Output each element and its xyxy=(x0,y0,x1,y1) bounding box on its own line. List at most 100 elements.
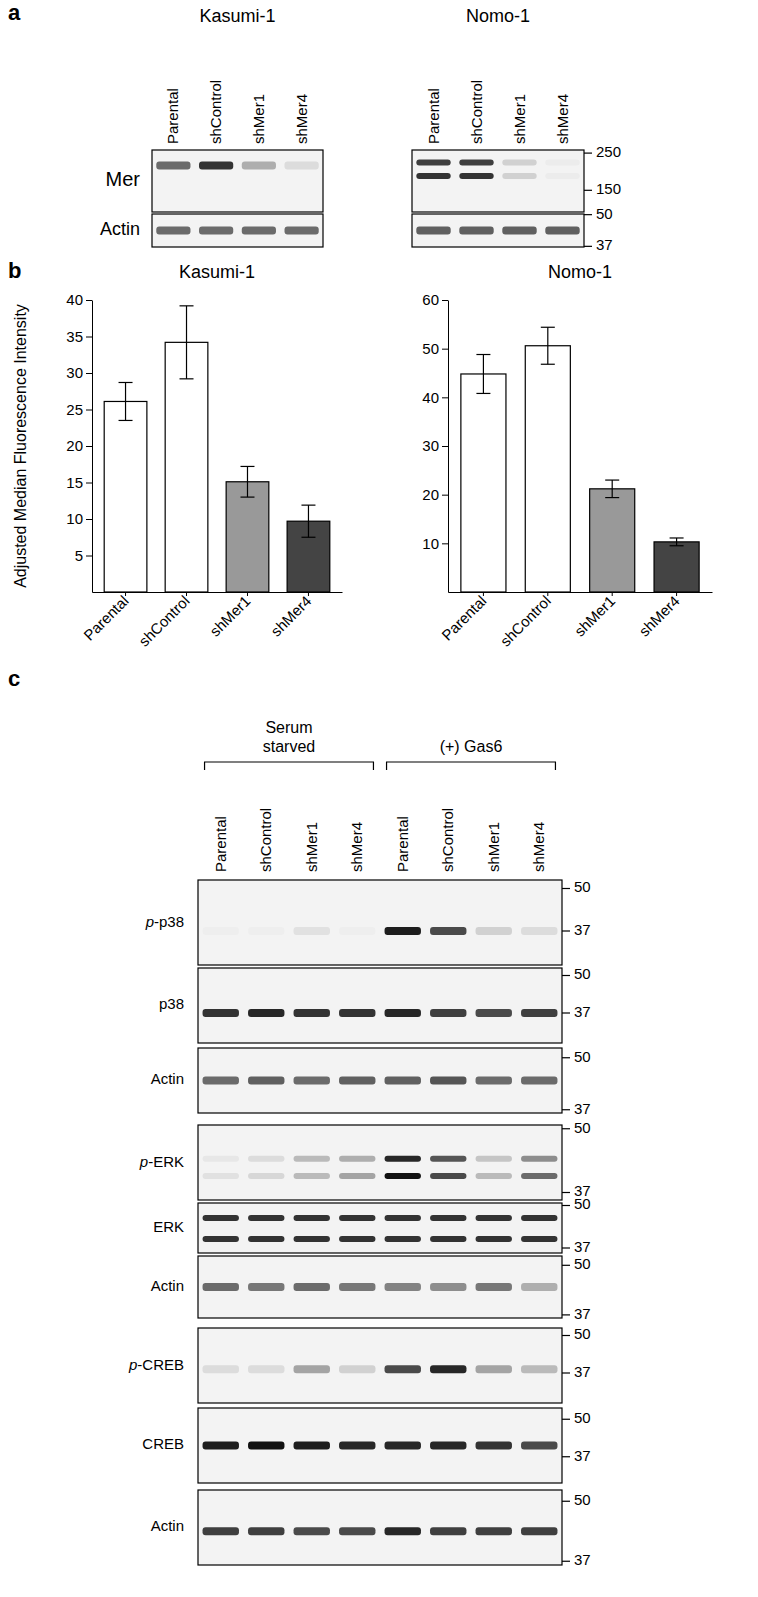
band xyxy=(385,927,421,935)
marker-label: 50 xyxy=(574,1255,591,1272)
band xyxy=(339,1156,375,1162)
band xyxy=(248,1283,284,1291)
error-cap xyxy=(670,545,684,546)
band xyxy=(476,1527,512,1535)
band xyxy=(203,1173,239,1179)
tick-label: 40 xyxy=(66,291,83,308)
marker-tick xyxy=(562,1561,570,1562)
marker-label: 37 xyxy=(574,1363,591,1380)
lane-label: shMer1 xyxy=(303,822,320,872)
row-label: Actin xyxy=(151,1517,184,1534)
blot-box xyxy=(198,1328,562,1403)
band xyxy=(248,1236,284,1242)
lane-label: Parental xyxy=(425,88,442,144)
group-bracket xyxy=(205,762,374,770)
x-axis: ParentalshControlshMer1shMer4 xyxy=(80,592,342,650)
band xyxy=(339,1283,375,1291)
error-bar xyxy=(483,355,484,394)
tick-mark xyxy=(442,300,448,301)
axis-line xyxy=(449,592,713,593)
band xyxy=(285,227,319,235)
bar xyxy=(525,346,570,592)
band xyxy=(294,927,330,935)
tick: shControl xyxy=(497,592,554,650)
tick-mark xyxy=(125,592,126,596)
row-label: Actin xyxy=(151,1070,184,1087)
tick-label: 60 xyxy=(422,291,439,308)
blot-box xyxy=(412,150,584,212)
band xyxy=(294,1009,330,1017)
x-axis: ParentalshControlshMer1shMer4 xyxy=(438,592,712,650)
band xyxy=(339,1077,375,1085)
tick-label: shMer4 xyxy=(267,592,314,639)
band xyxy=(521,1077,557,1085)
marker-tick xyxy=(562,1372,570,1373)
lane-label: shMer4 xyxy=(293,94,310,144)
band xyxy=(545,173,579,179)
axis-line xyxy=(92,301,93,593)
bar-chart: Kasumi-1Adjusted Median Fluorescence Int… xyxy=(12,262,343,650)
marker-label: 37 xyxy=(574,921,591,938)
band xyxy=(430,1442,466,1450)
blot-box xyxy=(198,968,562,1043)
lane-label: Parental xyxy=(394,816,411,872)
blot-box xyxy=(198,1048,562,1113)
error-cap xyxy=(541,327,555,328)
band xyxy=(502,227,536,235)
marker-label: 37 xyxy=(596,236,613,253)
plot-area xyxy=(104,306,330,592)
group-label: Serumstarved xyxy=(263,719,315,755)
tick: 20 xyxy=(66,437,92,454)
tick: 10 xyxy=(422,535,448,552)
chart-title: Nomo-1 xyxy=(548,262,612,282)
marker-tick xyxy=(562,930,570,931)
error-cap xyxy=(119,382,133,383)
blot-title: Kasumi-1 xyxy=(199,6,275,26)
tick: 25 xyxy=(66,401,92,418)
marker-tick xyxy=(562,1247,570,1248)
band xyxy=(521,1365,557,1373)
band xyxy=(199,162,233,170)
band xyxy=(203,1527,239,1535)
error-cap xyxy=(119,420,133,421)
band xyxy=(339,1236,375,1242)
bar xyxy=(654,542,699,592)
tick-label: 25 xyxy=(66,401,83,418)
error-cap xyxy=(240,466,254,467)
marker-tick xyxy=(562,1314,570,1315)
tick: 30 xyxy=(422,437,448,454)
band xyxy=(294,1236,330,1242)
band xyxy=(459,173,493,179)
tick-label: shMer4 xyxy=(635,592,682,639)
tick-mark xyxy=(676,592,677,596)
band xyxy=(416,227,450,235)
lane-label: shMer1 xyxy=(485,822,502,872)
tick-mark xyxy=(483,592,484,596)
band xyxy=(416,173,450,179)
panel-label: b xyxy=(8,258,21,283)
marker-tick xyxy=(562,1192,570,1193)
band xyxy=(521,1283,557,1291)
band xyxy=(430,1283,466,1291)
bar xyxy=(590,489,635,592)
band xyxy=(339,1215,375,1221)
marker-label: 50 xyxy=(574,965,591,982)
band xyxy=(285,162,319,170)
blot-box xyxy=(198,880,562,965)
tick-label: shMer1 xyxy=(571,592,618,639)
band xyxy=(521,1442,557,1450)
tick-mark xyxy=(86,373,92,374)
tick: shMer1 xyxy=(571,592,618,639)
lane-label: shMer4 xyxy=(530,822,547,872)
band xyxy=(248,1009,284,1017)
tick-label: shMer1 xyxy=(206,592,253,639)
marker-tick xyxy=(584,153,592,154)
marker-label: 50 xyxy=(596,205,613,222)
error-cap xyxy=(670,537,684,538)
band xyxy=(156,162,190,170)
band xyxy=(476,1365,512,1373)
band xyxy=(430,1156,466,1162)
marker-tick xyxy=(562,1419,570,1420)
marker-tick xyxy=(562,1057,570,1058)
band xyxy=(203,1156,239,1162)
